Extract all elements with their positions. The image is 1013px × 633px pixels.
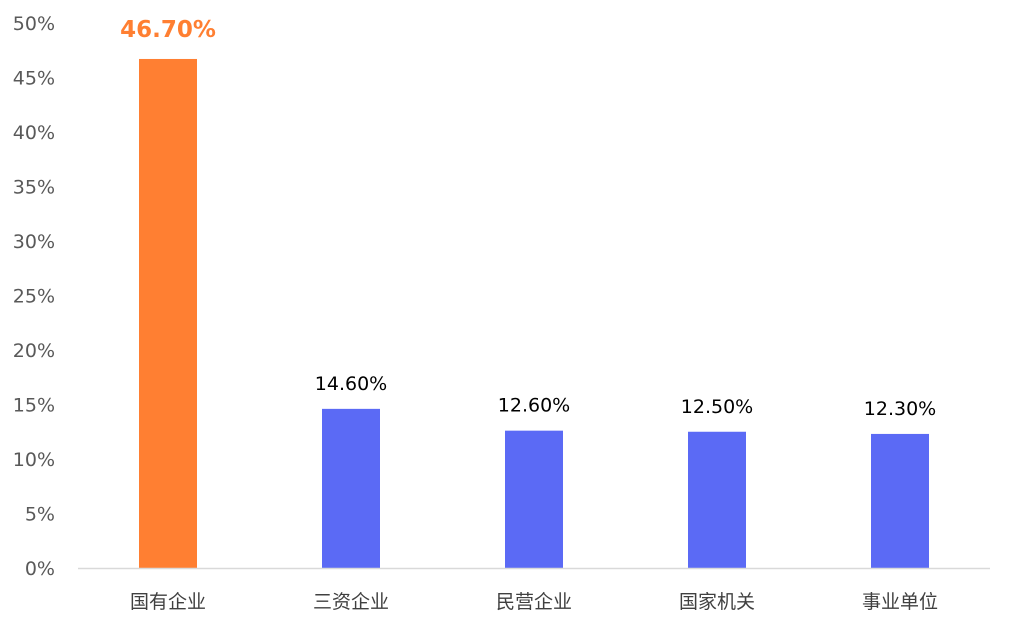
bars (139, 58, 929, 568)
data-labels: 46.70% 14.60% 12.60% 12.50% 12.30% (120, 17, 936, 420)
bar (688, 431, 746, 568)
x-axis-category-labels: 国有企业 三资企业 民营企业 国家机关 事业单位 (130, 591, 938, 613)
data-label: 14.60% (315, 373, 387, 395)
y-tick-label: 40% (13, 122, 55, 144)
bar (871, 433, 929, 568)
data-label: 12.60% (498, 395, 570, 417)
y-tick-label: 50% (13, 13, 55, 35)
data-label: 12.30% (864, 398, 936, 420)
y-tick-label: 10% (13, 449, 55, 471)
y-tick-label: 25% (13, 286, 55, 308)
y-tick-label: 0% (25, 558, 55, 580)
x-category-label: 国家机关 (679, 591, 755, 613)
bar (139, 58, 197, 568)
y-tick-label: 45% (13, 68, 55, 90)
x-category-label: 三资企业 (313, 591, 389, 613)
x-category-label: 国有企业 (130, 591, 206, 613)
x-category-label: 事业单位 (862, 591, 938, 613)
y-axis-tick-labels: 0% 5% 10% 15% 20% 25% 30% 35% 40% 45% 50% (13, 13, 55, 580)
y-tick-label: 30% (13, 231, 55, 253)
y-tick-label: 20% (13, 340, 55, 362)
x-category-label: 民营企业 (496, 591, 572, 613)
bar (505, 430, 563, 568)
data-label: 12.50% (681, 396, 753, 418)
data-label: 46.70% (120, 17, 216, 43)
bar (322, 408, 380, 568)
y-tick-label: 15% (13, 395, 55, 417)
y-tick-label: 5% (25, 504, 55, 526)
y-tick-label: 35% (13, 177, 55, 199)
